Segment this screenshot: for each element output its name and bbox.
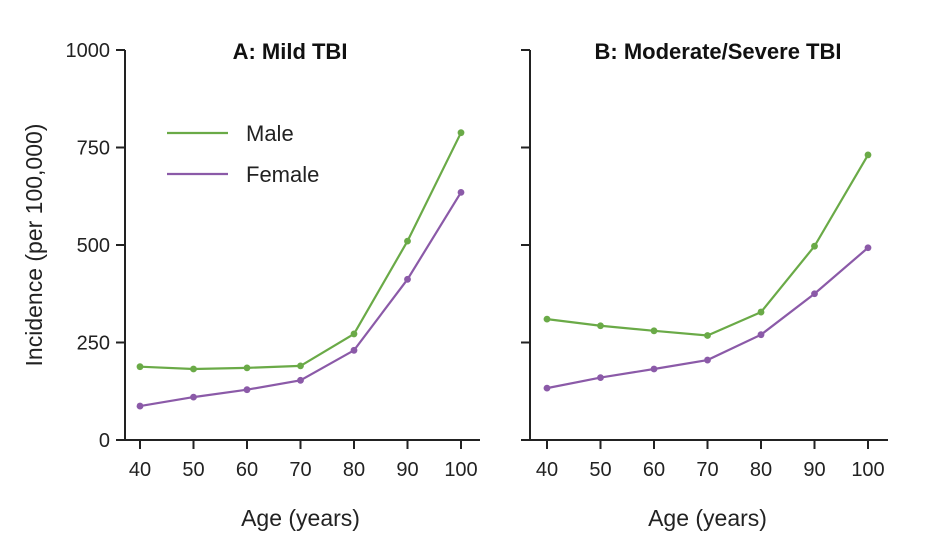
panel-title: A: Mild TBI [233,39,348,64]
data-point-male [811,242,818,250]
data-point-female [243,386,251,394]
x-tick-label: 90 [396,459,418,481]
y-tick-label: 0 [99,430,110,452]
x-tick-label: 60 [643,459,665,481]
x-axis-title: Age (years) [241,505,360,531]
data-point-male [543,315,551,323]
x-tick-label: 100 [444,459,477,481]
data-point-female [404,275,411,283]
data-point-male [650,327,658,335]
data-point-female [757,331,765,339]
legend: Male Female [167,121,319,187]
y-axis-title: Incidence (per 100,000) [21,124,47,367]
series-female [543,244,872,392]
data-point-female [597,374,604,381]
x-tick-label: 100 [851,459,884,481]
data-point-female [811,290,818,298]
data-point-female [543,384,551,392]
x-tick-label: 50 [589,459,611,481]
x-tick-label: 40 [129,459,151,481]
data-point-male [404,237,411,245]
x-tick-label: 70 [289,459,311,481]
x-tick-label: 70 [696,459,718,481]
data-point-male [757,308,765,316]
x-tick-label: 80 [750,459,772,481]
x-tick-label: 60 [236,459,258,481]
data-point-female [457,188,465,196]
series-line-female [139,191,462,408]
data-point-female [190,393,197,401]
x-tick-label: 90 [803,459,825,481]
data-point-male [136,363,144,371]
data-point-female [350,346,358,354]
data-point-male [190,365,197,373]
legend-male-label: Male [246,121,294,146]
data-point-male [243,364,251,372]
y-tick-label: 750 [77,138,110,160]
x-tick-label: 80 [343,459,365,481]
x-axis-title: Age (years) [648,505,767,531]
data-point-male [350,330,358,338]
data-point-male [457,129,465,137]
x-tick-label: 50 [182,459,204,481]
data-point-male [297,362,304,370]
series-male [543,151,872,339]
series-line-male [546,154,869,337]
panel-title: B: Moderate/Severe TBI [595,39,842,64]
data-point-female [297,376,304,384]
x-tick-label: 40 [536,459,558,481]
panel-moderate-severe-tbi: B: Moderate/Severe TBI 40 50 60 70 80 90 100 Age… [521,39,888,531]
series-line-female [546,246,869,390]
y-tick-label: 1000 [66,40,111,62]
data-point-male [864,151,872,159]
panel-mild-tbi: A: Mild TBI 0 250 500 750 1000 40 50 60 70 80 90 100… [21,39,480,531]
data-point-female [136,402,144,410]
series-female [136,188,465,410]
data-point-female [650,365,658,373]
legend-female-label: Female [246,162,319,187]
data-point-male [597,322,604,330]
series-male [136,129,465,373]
y-tick-label: 500 [77,235,110,257]
data-point-female [864,244,872,252]
data-point-male [704,332,711,339]
data-point-female [704,356,711,364]
y-tick-label: 250 [77,333,110,355]
